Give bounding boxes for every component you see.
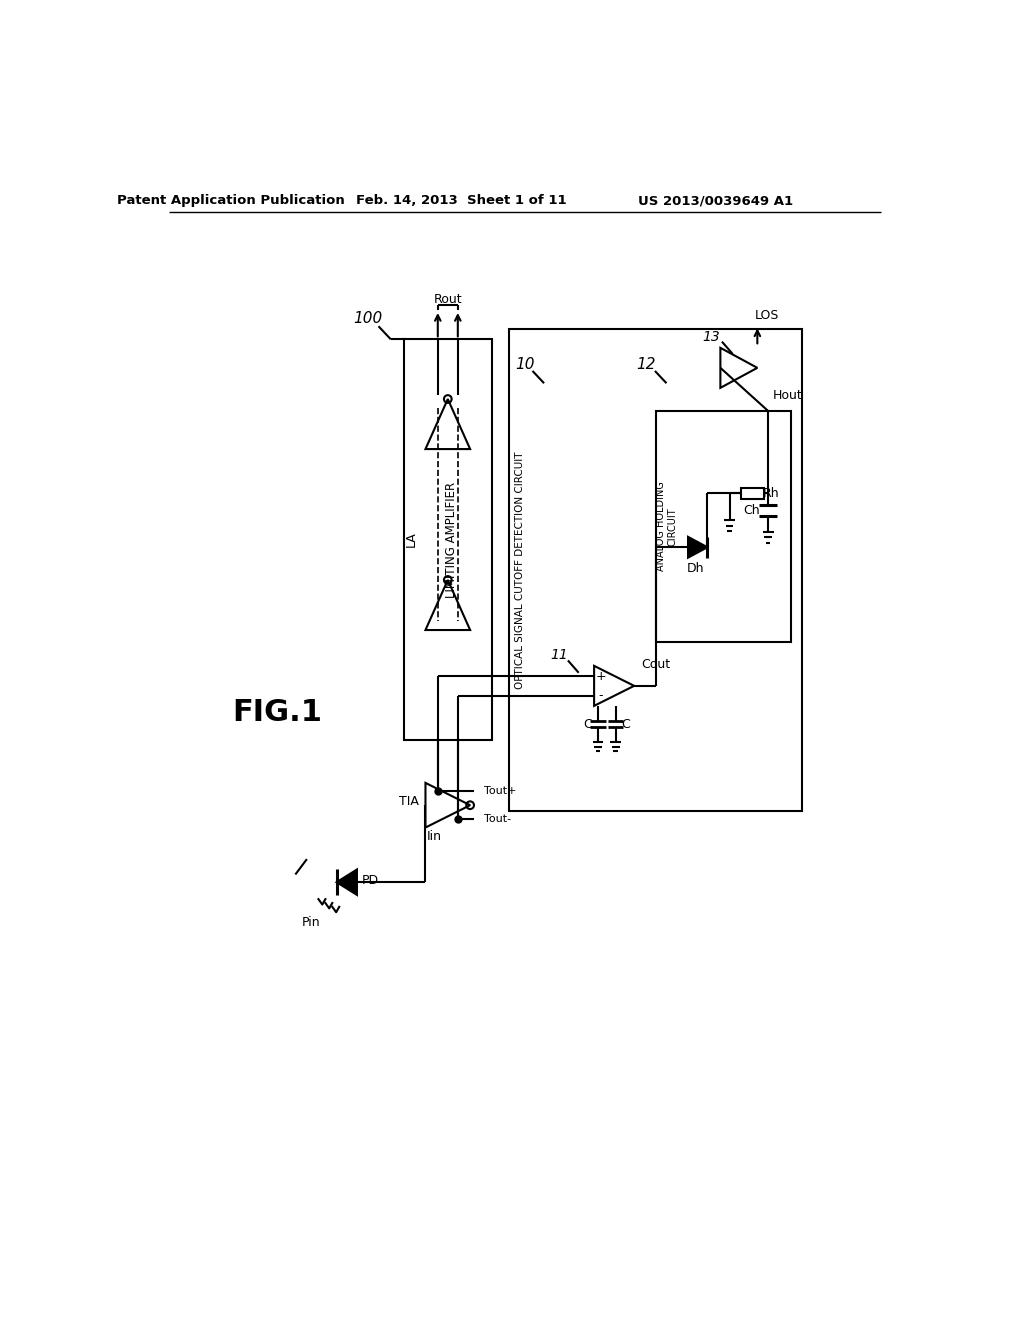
Text: Hout: Hout [772,389,802,403]
Text: Rh: Rh [763,487,779,500]
Text: 12: 12 [637,358,656,372]
Bar [509,330,802,812]
Bar [403,339,493,739]
Text: Patent Application Publication: Patent Application Publication [117,194,344,207]
Text: Pin: Pin [301,916,321,929]
Text: PD: PD [362,874,379,887]
Text: TIA: TIA [398,795,419,808]
Polygon shape [688,537,708,557]
Text: Tout-: Tout- [484,814,511,824]
Text: 100: 100 [353,312,382,326]
Text: -: - [599,689,603,702]
Text: Iin: Iin [427,829,442,842]
Text: OPTICAL SIGNAL CUTOFF DETECTION CIRCUIT: OPTICAL SIGNAL CUTOFF DETECTION CIRCUIT [515,451,525,689]
Text: LA: LA [406,532,418,548]
Text: US 2013/0039649 A1: US 2013/0039649 A1 [638,194,794,207]
Text: +: + [596,671,606,684]
Bar [741,488,764,499]
Text: LIMITING AMPLIFIER: LIMITING AMPLIFIER [445,482,458,598]
Text: LOS: LOS [755,309,779,322]
Polygon shape [337,870,357,895]
Text: 11: 11 [551,648,568,663]
Text: C: C [622,718,630,731]
Text: ANALOG HOLDING
CIRCUIT: ANALOG HOLDING CIRCUIT [655,482,677,572]
Text: Cout: Cout [641,657,671,671]
Text: 10: 10 [515,358,535,372]
Text: FIG.1: FIG.1 [231,698,322,727]
Text: 13: 13 [702,330,720,345]
Text: Rout: Rout [433,293,462,306]
Text: Feb. 14, 2013  Sheet 1 of 11: Feb. 14, 2013 Sheet 1 of 11 [356,194,567,207]
Text: Tout+: Tout+ [484,787,516,796]
Text: Ch: Ch [742,504,760,517]
Text: Dh: Dh [687,562,705,576]
Text: C: C [584,718,592,731]
Bar [655,411,792,642]
